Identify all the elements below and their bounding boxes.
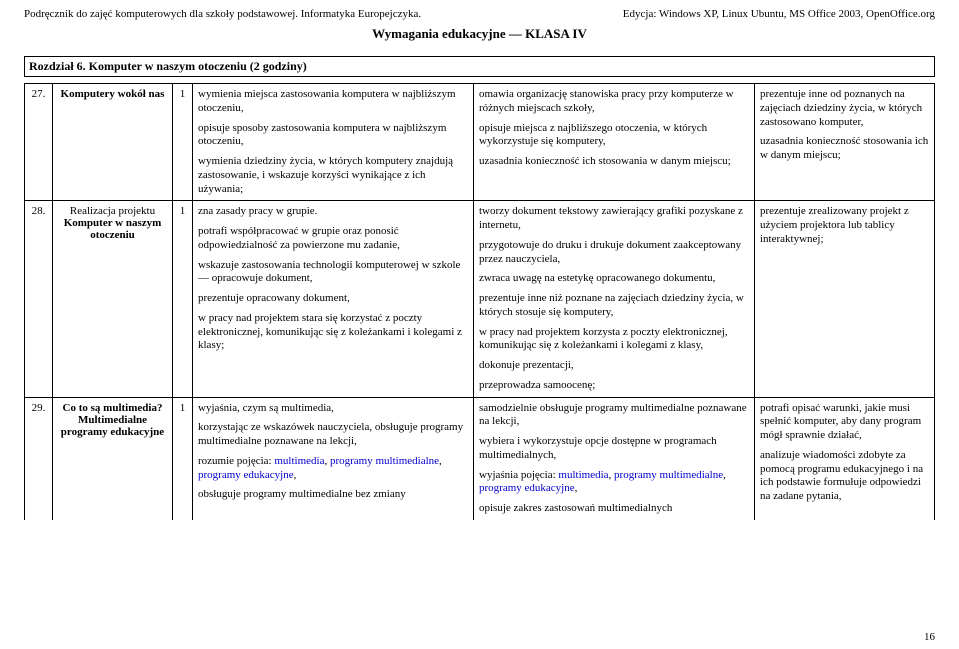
row-number: 29. (25, 397, 53, 520)
section-heading: Rozdział 6. Komputer w naszym otoczeniu … (24, 56, 935, 77)
row-cell: prezentuje inne od poznanych na zajęciac… (755, 84, 935, 201)
table-row: 27.Komputery wokół nas1wymienia miejsca … (25, 84, 935, 201)
row-hours: 1 (173, 397, 193, 520)
header-left: Podręcznik do zajęć komputerowych dla sz… (24, 8, 421, 20)
term-link[interactable]: multimedia (558, 469, 608, 481)
row-number: 27. (25, 84, 53, 201)
row-cell: tworzy dokument tekstowy zawierający gra… (474, 201, 755, 397)
row-cell: zna zasady pracy w grupie.potrafi współp… (193, 201, 474, 397)
row-cell: omawia organizację stanowiska pracy przy… (474, 84, 755, 201)
page-title: Wymagania edukacyjne — KLASA IV (24, 26, 935, 42)
row-cell: wyjaśnia, czym są multimedia,korzystając… (193, 397, 474, 520)
row-cell: samodzielnie obsługuje programy multimed… (474, 397, 755, 520)
term-link[interactable]: programy edukacyjne (479, 482, 575, 494)
requirements-table: 27.Komputery wokół nas1wymienia miejsca … (24, 83, 935, 520)
row-topic: Co to są multimedia? Multimedialne progr… (53, 397, 173, 520)
term-link[interactable]: programy edukacyjne (198, 469, 294, 481)
row-number: 28. (25, 201, 53, 397)
term-link[interactable]: multimedia (274, 455, 324, 467)
row-topic: Realizacja projektuKomputer w naszym oto… (53, 201, 173, 397)
row-cell: potrafi opisać warunki, jakie musi spełn… (755, 397, 935, 520)
page-number: 16 (924, 631, 935, 643)
term-link[interactable]: programy multimedialne (614, 469, 723, 481)
row-topic: Komputery wokół nas (53, 84, 173, 201)
term-link[interactable]: programy multimedialne (330, 455, 439, 467)
row-hours: 1 (173, 84, 193, 201)
row-cell: wymienia miejsca zastosowania komputera … (193, 84, 474, 201)
header-right: Edycja: Windows XP, Linux Ubuntu, MS Off… (623, 8, 935, 20)
table-row: 28.Realizacja projektuKomputer w naszym … (25, 201, 935, 397)
table-row: 29.Co to są multimedia? Multimedialne pr… (25, 397, 935, 520)
row-cell: prezentuje zrealizowany projekt z użycie… (755, 201, 935, 397)
row-hours: 1 (173, 201, 193, 397)
